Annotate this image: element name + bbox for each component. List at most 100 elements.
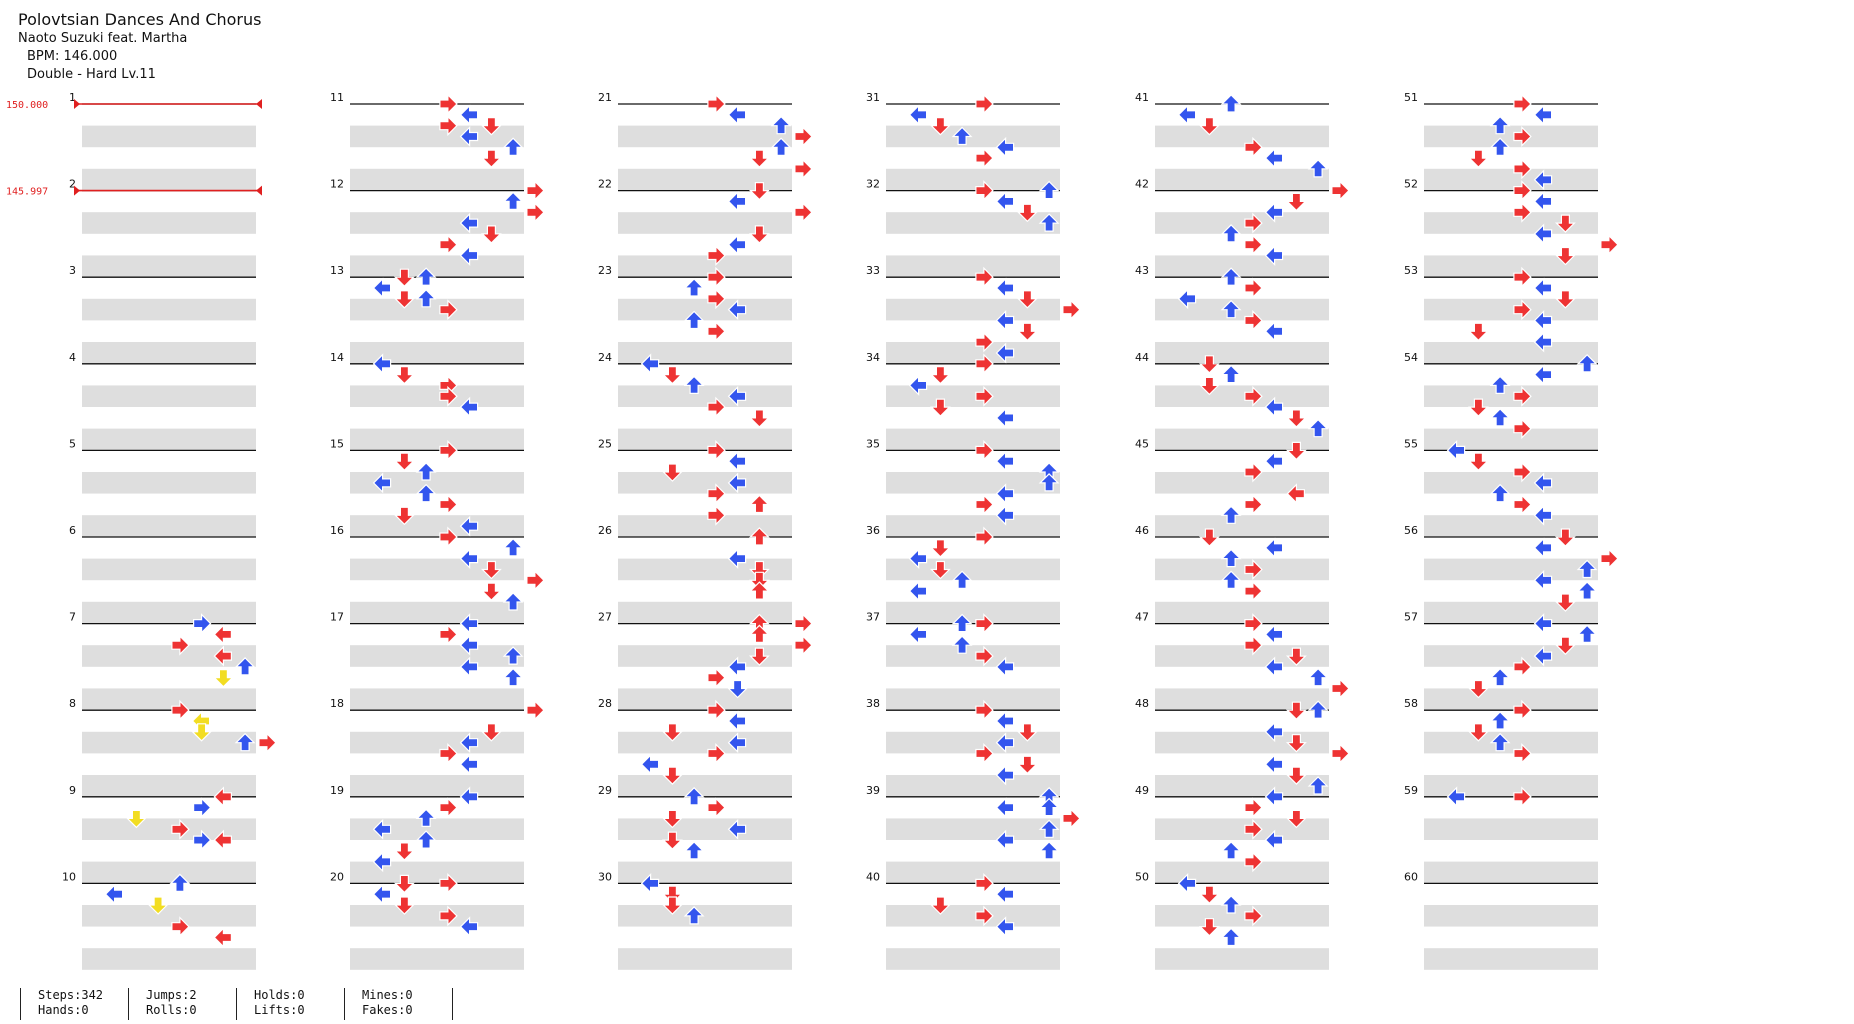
left-arrow-icon [1264, 537, 1284, 559]
right-arrow-icon [975, 93, 994, 115]
left-arrow-icon [727, 385, 747, 407]
measure: 10 [62, 870, 256, 970]
beat-band [618, 472, 792, 494]
down-arrow-icon [1016, 290, 1038, 309]
left-arrow-icon [727, 299, 747, 321]
left-arrow-icon [727, 548, 747, 570]
beat-band [350, 905, 524, 927]
beat-band [350, 948, 524, 970]
measure-number: 58 [1404, 697, 1418, 710]
beat-band [886, 688, 1060, 710]
up-arrow-icon [1576, 353, 1598, 373]
down-arrow-icon [1285, 809, 1307, 829]
beat-band [82, 385, 256, 407]
measure: 18 [330, 697, 524, 797]
measure: 42 [1135, 178, 1329, 277]
right-arrow-icon [975, 331, 994, 353]
down-arrow-icon [480, 117, 502, 136]
beat-band [1424, 688, 1598, 710]
rolls-count: Rolls:0 [146, 1003, 197, 1017]
measure: 59 [1404, 784, 1598, 884]
measure-number: 40 [866, 870, 880, 883]
down-arrow-icon [393, 452, 415, 472]
stats-divider [344, 988, 345, 1020]
right-arrow-icon [1513, 494, 1532, 515]
up-arrow-icon [502, 592, 524, 611]
measure: 55 [1404, 437, 1598, 537]
beat-band [886, 298, 1060, 321]
measure: 41 [1135, 91, 1329, 191]
up-arrow-icon [683, 906, 705, 925]
left-arrow-icon [459, 245, 479, 266]
beat-band [1155, 298, 1329, 321]
beat-band [618, 731, 792, 754]
up-arrow-icon [1220, 224, 1242, 243]
measure-number: 50 [1135, 870, 1149, 883]
right-arrow-icon [1513, 786, 1532, 808]
difficulty-label: Double - Hard Lv.11 [27, 67, 156, 82]
right-arrow-icon [975, 385, 994, 407]
right-arrow-icon [1244, 797, 1263, 819]
beat-band [618, 342, 792, 364]
measure: 29 [598, 784, 792, 884]
up-arrow-icon [683, 375, 705, 394]
measure: 24 [598, 351, 792, 451]
right-arrow-icon [439, 93, 458, 115]
measure: 16 [330, 524, 524, 624]
right-arrow-icon [526, 180, 545, 202]
measure-number: 25 [598, 437, 612, 450]
down-arrow-icon [661, 723, 683, 742]
up-arrow-icon [234, 732, 256, 752]
up-arrow-icon [1220, 927, 1242, 947]
beat-band [1424, 818, 1598, 840]
step-chart: 1234567891011121314151617181920212223242… [6, 91, 1619, 970]
beat-band [886, 948, 1060, 970]
down-arrow-icon [1198, 117, 1220, 136]
up-arrow-icon [415, 267, 437, 286]
beat-band [82, 342, 256, 364]
right-arrow-icon [975, 439, 994, 461]
right-arrow-icon [1244, 277, 1263, 299]
beat-band [886, 818, 1060, 840]
measure-number: 28 [598, 697, 612, 710]
beat-band [1424, 515, 1598, 537]
beat-band [1424, 472, 1598, 494]
left-arrow-icon [372, 472, 392, 494]
measure-number: 34 [866, 351, 880, 364]
measure: 54 [1404, 351, 1598, 451]
down-arrow-icon [147, 896, 169, 915]
right-arrow-icon [794, 126, 813, 147]
measure: 49 [1135, 784, 1329, 884]
beat-band [350, 731, 524, 754]
right-arrow-icon [975, 905, 994, 927]
measure: 44 [1135, 351, 1329, 451]
left-arrow-icon [995, 797, 1015, 819]
left-arrow-icon [995, 310, 1015, 331]
down-arrow-icon [1285, 701, 1307, 721]
measure: 5 [69, 437, 256, 537]
right-arrow-icon [193, 797, 212, 819]
right-arrow-icon [258, 732, 277, 754]
down-arrow-icon [393, 842, 415, 861]
down-arrow-icon [480, 225, 502, 244]
measure-number: 44 [1135, 351, 1149, 364]
measure-number: 5 [69, 437, 76, 450]
measure-number: 47 [1135, 611, 1149, 624]
left-arrow-icon [995, 450, 1015, 472]
left-arrow-icon [1533, 223, 1553, 245]
up-arrow-icon [1489, 137, 1511, 156]
measure: 12 [330, 178, 524, 277]
measure-number: 22 [598, 178, 612, 191]
beat-band [1155, 515, 1329, 537]
measure-number: 27 [598, 611, 612, 624]
beat-band [886, 775, 1060, 797]
beat-band [82, 645, 256, 667]
left-arrow-icon [995, 407, 1015, 429]
measure: 19 [330, 784, 524, 884]
beat-band [1424, 212, 1598, 234]
beat-band [886, 472, 1060, 494]
measure-number: 11 [330, 91, 344, 104]
up-arrow-icon [1307, 418, 1329, 438]
left-arrow-icon [1264, 147, 1284, 169]
right-arrow-icon [975, 645, 994, 667]
